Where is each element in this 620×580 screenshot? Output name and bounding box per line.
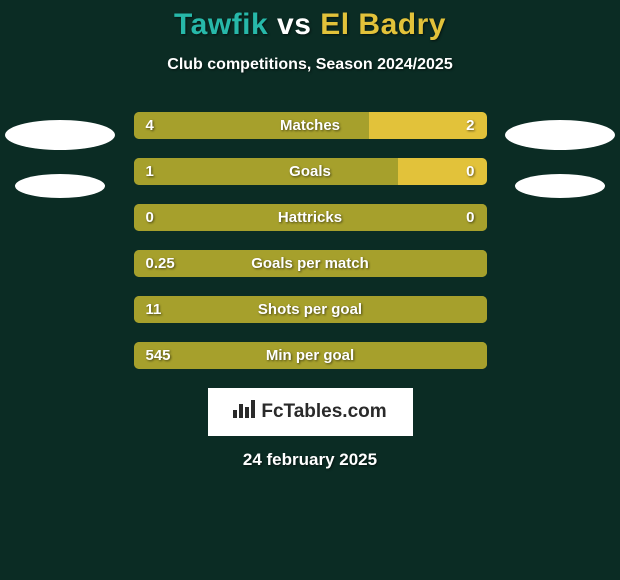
stat-label: Matches bbox=[134, 112, 487, 139]
player1-name: Tawfik bbox=[174, 8, 268, 41]
right-decor bbox=[500, 120, 620, 222]
logo-badge: FcTables.com bbox=[208, 388, 413, 436]
stat-row: 10Goals bbox=[134, 158, 487, 185]
stat-row: 00Hattricks bbox=[134, 204, 487, 231]
stats-bars: 42Matches 10Goals 00Hattricks 0.25Goals per… bbox=[134, 112, 487, 369]
stat-label: Shots per goal bbox=[134, 296, 487, 323]
stat-label: Hattricks bbox=[134, 204, 487, 231]
stat-label: Goals bbox=[134, 158, 487, 185]
subtitle: Club competitions, Season 2024/2025 bbox=[0, 56, 620, 74]
left-decor bbox=[0, 120, 120, 222]
ellipse-icon bbox=[505, 120, 615, 150]
comparison-infographic: Tawfik vs El Badry Club competitions, Se… bbox=[0, 0, 620, 580]
ellipse-icon bbox=[515, 174, 605, 198]
stat-label: Min per goal bbox=[134, 342, 487, 369]
stat-label: Goals per match bbox=[134, 250, 487, 277]
stat-row: 11Shots per goal bbox=[134, 296, 487, 323]
title: Tawfik vs El Badry bbox=[0, 8, 620, 42]
stat-row: 0.25Goals per match bbox=[134, 250, 487, 277]
date: 24 february 2025 bbox=[0, 450, 620, 470]
ellipse-icon bbox=[5, 120, 115, 150]
vs-word: vs bbox=[277, 8, 311, 41]
ellipse-icon bbox=[15, 174, 105, 198]
stat-row: 545Min per goal bbox=[134, 342, 487, 369]
logo-text: FcTables.com bbox=[261, 401, 386, 423]
player2-name: El Badry bbox=[320, 8, 446, 41]
stat-row: 42Matches bbox=[134, 112, 487, 139]
bars-icon bbox=[233, 400, 255, 424]
